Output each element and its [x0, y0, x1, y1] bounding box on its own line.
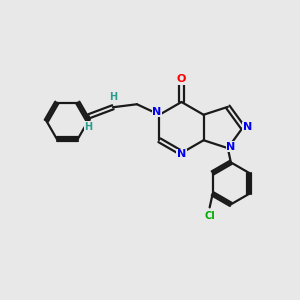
Text: O: O [177, 74, 186, 84]
Text: N: N [177, 149, 186, 160]
Text: N: N [226, 142, 236, 152]
Text: Cl: Cl [204, 212, 215, 221]
Text: H: H [84, 122, 92, 132]
Text: N: N [152, 107, 162, 117]
Text: H: H [110, 92, 118, 102]
Text: N: N [243, 122, 252, 133]
